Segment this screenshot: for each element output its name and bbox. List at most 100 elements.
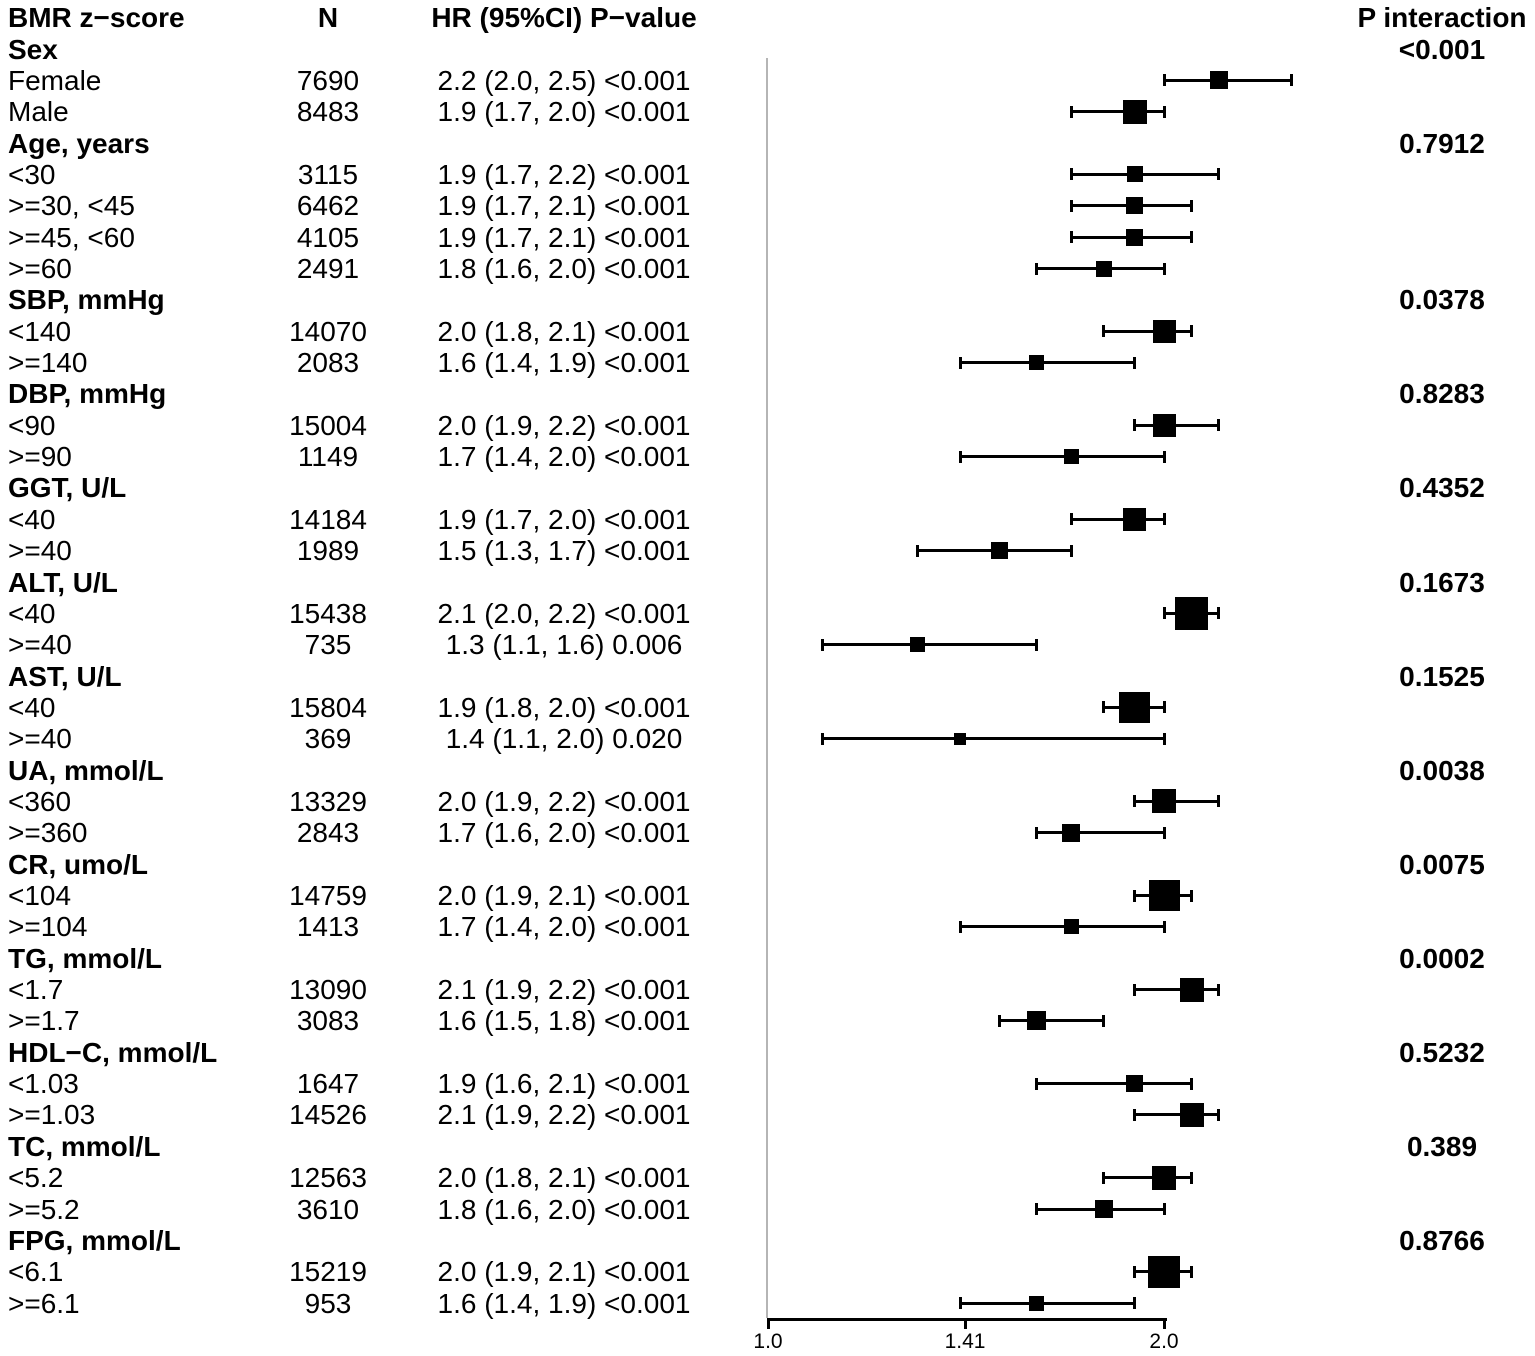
ci-cap-right (1162, 262, 1166, 275)
effect-square (1122, 99, 1147, 124)
n-value: 369 (304, 723, 352, 755)
ci-whisker (1134, 423, 1219, 427)
ci-cap-left (1102, 325, 1106, 338)
n-value: 4105 (296, 221, 360, 253)
hr-ci-p-value: 1.9 (1.7, 2.1) <0.001 (437, 190, 691, 222)
effect-square (1179, 977, 1204, 1002)
p-interaction-value: 0.0075 (1399, 848, 1485, 880)
ci-whisker (960, 361, 1135, 364)
category-label: TC, mmol/L (8, 1130, 161, 1162)
n-value: 14184 (289, 503, 367, 535)
n-value: 1149 (297, 441, 359, 473)
ci-whisker (960, 925, 1164, 929)
ci-cap-right (1190, 889, 1194, 902)
ci-whisker (822, 643, 1037, 647)
x-axis-tick-label: 2.0 (1149, 1330, 1179, 1353)
subgroup-label: <40 (8, 597, 56, 629)
category-label: HDL−C, mmol/L (8, 1036, 218, 1068)
ci-cap-left (1035, 1203, 1038, 1215)
subgroup-label: <104 (8, 880, 72, 911)
effect-square (1029, 1295, 1044, 1311)
subgroup-label: >=40 (8, 629, 72, 661)
category-label: GGT, U/L (8, 472, 127, 504)
effect-square (1179, 1102, 1204, 1127)
x-axis-tick (964, 1318, 967, 1329)
category-label: FPG, mmol/L (8, 1224, 181, 1256)
ci-cap-right (1190, 231, 1194, 244)
n-value: 13329 (289, 785, 367, 817)
ci-cap-left (1069, 199, 1073, 212)
subgroup-label: <30 (8, 158, 56, 190)
effect-square (1175, 596, 1209, 630)
ci-whisker (1103, 329, 1192, 333)
ci-cap-left (1162, 74, 1166, 87)
hr-ci-p-value: 1.9 (1.7, 2.0) <0.001 (437, 503, 691, 535)
ci-cap-left (1133, 419, 1137, 432)
hr-ci-p-value: 1.9 (1.6, 2.1) <0.001 (437, 1068, 691, 1100)
ci-cap-left (1069, 513, 1073, 526)
subgroup-label: >=6.1 (8, 1287, 80, 1319)
subgroup-label: >=1.03 (8, 1099, 96, 1131)
ci-whisker (822, 737, 1164, 741)
subgroup-label: >=90 (8, 441, 72, 473)
p-interaction-value: 0.1525 (1399, 660, 1485, 692)
ci-cap-right (1190, 1171, 1194, 1184)
hr-ci-p-value: 1.6 (1.5, 1.8) <0.001 (437, 1005, 691, 1037)
ci-whisker (1134, 988, 1219, 991)
category-label: DBP, mmHg (8, 378, 167, 410)
ci-cap-right (1035, 638, 1038, 651)
n-value: 12563 (289, 1162, 367, 1194)
ci-cap-right (1190, 325, 1194, 338)
ci-cap-left (1133, 889, 1137, 902)
effect-square (1094, 1200, 1113, 1218)
ci-cap-left (1133, 1265, 1137, 1278)
effect-square (1095, 260, 1112, 277)
ci-cap-left (916, 544, 920, 557)
ci-cap-left (958, 920, 962, 933)
effect-square (1126, 1075, 1144, 1093)
subgroup-label: <140 (8, 315, 72, 347)
ci-cap-left (1035, 1077, 1038, 1090)
ci-cap-left (958, 450, 962, 463)
hr-ci-p-value: 2.1 (1.9, 2.2) <0.001 (437, 1099, 691, 1131)
ci-cap-left (958, 356, 962, 369)
effect-square (1123, 507, 1147, 531)
effect-square (1126, 166, 1143, 183)
ci-whisker (1071, 110, 1164, 114)
col-header-hr: HR (95%CI) P−value (431, 2, 697, 33)
ci-cap-left (1162, 607, 1166, 620)
ci-cap-left (1133, 795, 1137, 808)
effect-square (1062, 823, 1081, 842)
effect-square (1126, 228, 1144, 246)
subgroup-label: <40 (8, 503, 56, 535)
subgroup-label: <6.1 (8, 1256, 64, 1288)
ci-cap-right (1162, 732, 1166, 745)
ci-cap-right (1217, 607, 1220, 620)
subgroup-label: >=45, <60 (8, 221, 135, 253)
subgroup-label: >=360 (8, 817, 88, 849)
ci-whisker (1036, 1082, 1192, 1086)
ci-cap-left (998, 1014, 1002, 1027)
n-value: 6462 (296, 190, 360, 222)
hr-ci-p-value: 2.0 (1.9, 2.1) <0.001 (437, 880, 691, 911)
x-axis-tick-label: 1.41 (944, 1330, 986, 1353)
p-interaction-value: 0.0378 (1399, 284, 1485, 316)
n-value: 15004 (289, 409, 367, 441)
ci-cap-right (1217, 983, 1220, 996)
effect-square (910, 637, 926, 653)
ci-cap-left (1133, 983, 1137, 996)
n-value: 3115 (297, 158, 359, 190)
ci-cap-right (1162, 826, 1166, 839)
ci-cap-right (1133, 1297, 1137, 1309)
hr-ci-p-value: 1.9 (1.7, 2.0) <0.001 (437, 96, 691, 128)
x-axis-line (768, 1318, 1167, 1321)
n-value: 13090 (289, 974, 367, 1005)
effect-square (1148, 1255, 1180, 1288)
hr-ci-p-value: 2.1 (2.0, 2.2) <0.001 (437, 597, 691, 629)
hr-ci-p-value: 1.4 (1.1, 2.0) 0.020 (445, 723, 683, 755)
ci-cap-right (1217, 1108, 1220, 1121)
x-axis-tick (767, 1318, 770, 1329)
category-label: TG, mmol/L (8, 942, 162, 974)
effect-square (1027, 1011, 1046, 1031)
n-value: 1413 (296, 911, 360, 943)
